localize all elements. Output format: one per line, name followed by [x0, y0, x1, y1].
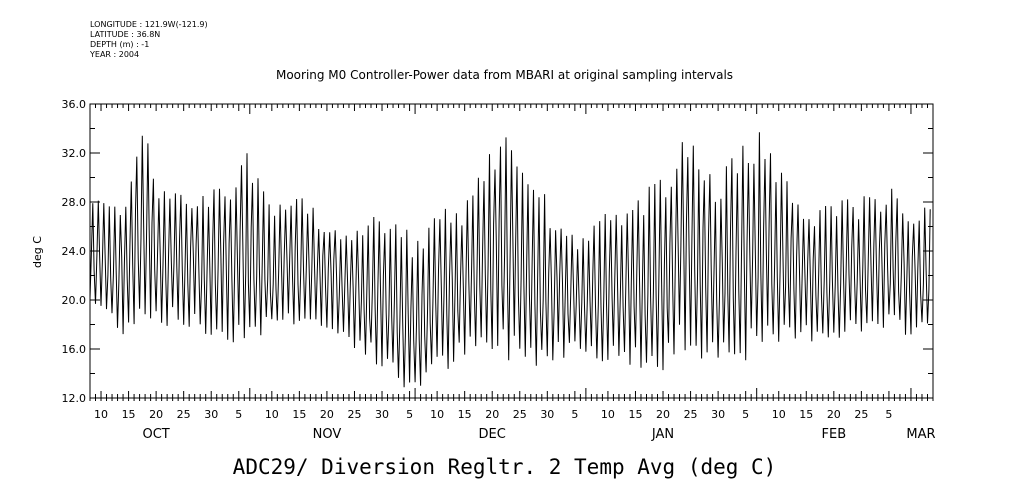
y-tick-label: 16.0	[62, 343, 87, 356]
axes-group: 12.0 16.0 20.0 24.0 28.0 32.0 36.0 10 15 20 OCT 25 3…	[62, 98, 936, 442]
x-month-label: DEC	[479, 427, 506, 442]
x-tick-label: 15	[292, 408, 306, 421]
x-tick-label: 5	[742, 408, 749, 421]
variable-title: ADC29/ Diversion Regltr. 2 Temp Avg (deg…	[232, 455, 777, 479]
x-tick-label: 30	[540, 408, 554, 421]
x-tick-label: 10	[265, 408, 279, 421]
x-tick-label: 25	[513, 408, 527, 421]
x-tick-label: 15	[458, 408, 472, 421]
x-tick-label: 20	[485, 408, 499, 421]
x-tick-label: 15	[122, 408, 136, 421]
x-tick-label: 5	[885, 408, 892, 421]
x-tick-label: 10	[601, 408, 615, 421]
x-month-label: NOV	[313, 427, 342, 442]
series-line-0	[89, 132, 931, 388]
x-tick-label: 30	[711, 408, 725, 421]
year-label: YEAR : 2004	[90, 50, 140, 59]
x-tick-label: 30	[204, 408, 218, 421]
y-axis-label: deg C	[31, 236, 44, 268]
depth-label: DEPTH (m) : -1	[90, 40, 150, 49]
y-tick-label: 28.0	[62, 196, 87, 209]
x-tick-label: 25	[347, 408, 361, 421]
x-month-label: FEB	[822, 427, 847, 442]
x-tick-label: 5	[406, 408, 413, 421]
x-tick-label: 10	[772, 408, 786, 421]
x-tick-label: 20	[656, 408, 670, 421]
y-tick-label: 36.0	[62, 98, 87, 111]
series-layer	[89, 132, 931, 388]
x-month-label: MAR	[906, 427, 935, 442]
longitude-label: LONGITUDE : 121.9W(-121.9)	[90, 20, 208, 29]
x-tick-label: 20	[320, 408, 334, 421]
x-tick-label: 10	[94, 408, 108, 421]
x-tick-label: 10	[430, 408, 444, 421]
x-month-label: OCT	[142, 427, 169, 442]
y-tick-label: 32.0	[62, 147, 87, 160]
y-tick-label: 12.0	[62, 392, 87, 405]
y-tick-label: 20.0	[62, 294, 87, 307]
y-tick-label: 24.0	[62, 245, 87, 258]
x-month-label: JAN	[651, 427, 674, 442]
chart-title: Mooring M0 Controller-Power data from MB…	[275, 68, 734, 82]
x-tick-label: 25	[177, 408, 191, 421]
x-tick-label: 15	[628, 408, 642, 421]
x-tick-label: 30	[375, 408, 389, 421]
x-tick-label: 15	[799, 408, 813, 421]
x-tick-label: 20	[827, 408, 841, 421]
latitude-label: LATITUDE : 36.8N	[90, 30, 161, 39]
metadata-block: LONGITUDE : 121.9W(-121.9) LATITUDE : 36…	[90, 20, 208, 60]
x-tick-label: 5	[571, 408, 578, 421]
x-tick-label: 5	[235, 408, 242, 421]
x-tick-label: 25	[854, 408, 868, 421]
x-tick-label: 25	[684, 408, 698, 421]
plot-frame	[89, 103, 934, 399]
x-tick-label: 20	[149, 408, 163, 421]
